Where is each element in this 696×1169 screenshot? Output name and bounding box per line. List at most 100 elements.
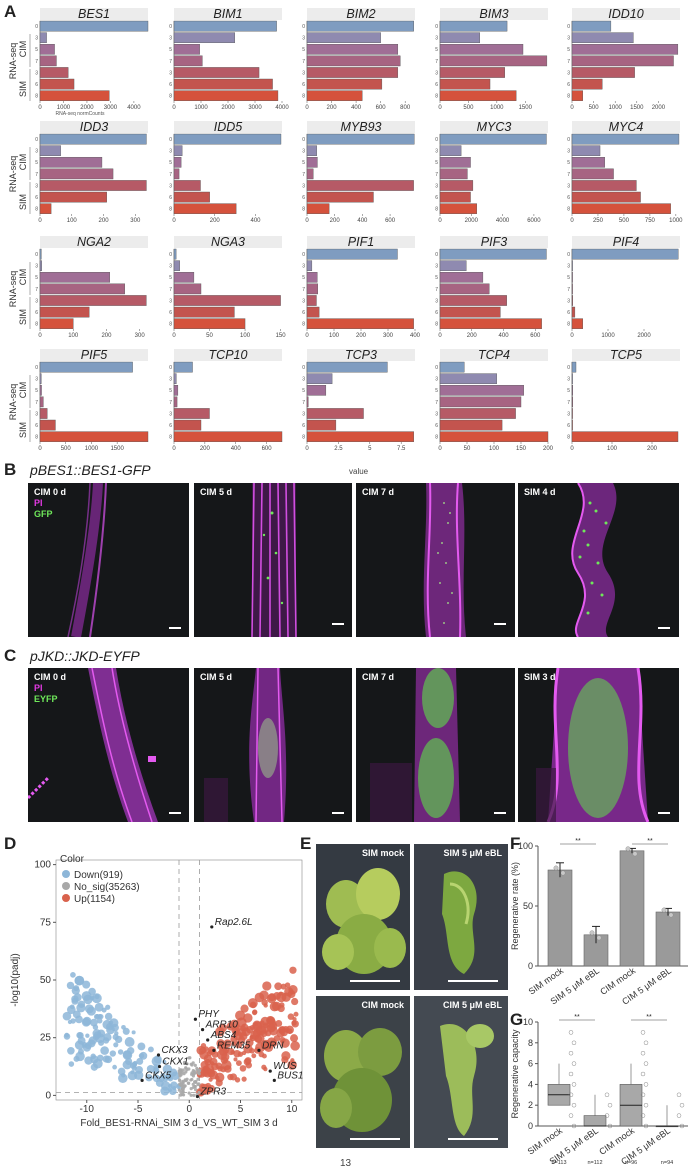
- panel-a-cat-PIF3-4: 3: [435, 298, 438, 304]
- volcano-point-up: [251, 1053, 257, 1059]
- panel-a-cat-BIM3-4: 3: [435, 70, 438, 76]
- panel-g-n-3: n=94: [661, 1160, 673, 1166]
- panel-g-point-3-1: [676, 1113, 682, 1118]
- volcano-gene-label-ZPR3: ZPR3: [199, 1087, 226, 1098]
- volcano-point-down: [121, 1024, 126, 1030]
- panel-a-bar-IDD3-1: [39, 145, 61, 157]
- panel-a-tick-PIF1-100: 100: [329, 333, 340, 339]
- panel-a-bar-TCP5-0: [571, 361, 577, 373]
- panel-g-ytick-4: 4: [528, 1079, 533, 1089]
- panel-g-point-2-3: [640, 1092, 646, 1098]
- page-number: 13: [340, 1158, 352, 1169]
- panel-a-cat-NGA2-0: 0: [35, 252, 38, 258]
- panel-a-cat-TCP4-5: 6: [435, 423, 438, 429]
- micrograph-c-2-label: CIM 5 d: [200, 672, 233, 682]
- volcano-xtick--10: -10: [80, 1104, 95, 1115]
- volcano-point-up: [274, 982, 283, 991]
- volcano-point-down: [84, 1056, 93, 1065]
- panel-a-bar-IDD10-5: [571, 78, 603, 90]
- panel-a-tick-IDD10-1500: 1500: [630, 105, 644, 111]
- micrograph-b-4: SIM 4 d: [518, 483, 679, 637]
- volcano-point-down: [117, 1049, 124, 1055]
- panel-a-bar-MYB93-6: [306, 203, 330, 215]
- panel-a-bar-MYC3-1: [439, 145, 462, 157]
- volcano-point-down: [122, 1060, 132, 1070]
- volcano-point-down: [93, 1058, 103, 1069]
- panel-g-point-2-6: [643, 1061, 649, 1066]
- panel-d-label: D: [4, 834, 17, 853]
- panel-a-tick-IDD3-300: 300: [130, 218, 141, 224]
- micrograph-b-3: CIM 7 d: [356, 483, 515, 637]
- panel-a-bar-BIM3-6: [439, 90, 517, 101]
- volcano-point-up: [269, 1001, 280, 1012]
- volcano-point-down: [172, 1086, 177, 1091]
- panel-a-bar-IDD10-4: [571, 67, 635, 78]
- micrograph-c-2: CIM 5 d: [194, 668, 352, 822]
- panel-a-tick-BES1-0: 0: [38, 105, 42, 111]
- panel-a-bar-TCP4-0: [439, 361, 465, 373]
- volcano-gene-label-WUS: WUS: [273, 1061, 297, 1072]
- panel-a-tick-PIF3-200: 200: [467, 333, 478, 339]
- panel-a-bar-IDD3-3: [39, 168, 114, 180]
- volcano-point-up: [264, 1042, 274, 1052]
- volcano-point-up: [232, 1029, 240, 1037]
- panel-a-title-TCP3: TCP3: [345, 348, 377, 362]
- panel-g-point-1-0: [607, 1123, 613, 1129]
- volcano-point-down: [102, 1037, 110, 1044]
- panel-a-cat-IDD3-5: 6: [35, 195, 38, 201]
- volcano-point-nosig: [189, 1087, 193, 1091]
- panel-a-tick-PIF4-2000: 2000: [637, 333, 651, 339]
- volcano-point-nosig: [189, 1062, 193, 1066]
- volcano-point-down: [104, 1055, 113, 1064]
- panel-f-bar-3: [655, 911, 681, 967]
- volcano-point-down: [77, 1036, 86, 1045]
- panel-a-tick-PIF1-0: 0: [305, 333, 309, 339]
- panel-g-label: G: [510, 1010, 524, 1029]
- panel-a-cat-IDD10-2: 5: [567, 47, 570, 53]
- panel-a-tick-IDD5-0: 0: [172, 218, 176, 224]
- panel-g-point-0-9: [568, 1030, 574, 1035]
- panel-g-point-3-2: [679, 1102, 685, 1108]
- panel-f-ytick-50: 50: [523, 901, 533, 911]
- panel-a-tick-TCP5-200: 200: [647, 446, 658, 452]
- volcano-point-up: [258, 1051, 265, 1058]
- panel-g-point-2-8: [643, 1040, 649, 1046]
- panel-f-dot2-2: [632, 851, 638, 857]
- panel-a-tick-PIF1-300: 300: [383, 333, 394, 339]
- volcano-point-nosig: [189, 1093, 193, 1097]
- panel-a-bar-NGA3-6: [173, 318, 246, 330]
- panel-a-row-1-sim: SIM: [18, 81, 28, 97]
- panel-a-title-PIF5: PIF5: [81, 348, 107, 362]
- volcano-point-nosig: [179, 1068, 183, 1072]
- panel-a-bar-NGA3-5: [173, 306, 235, 318]
- panel-g-point-0-4: [571, 1082, 577, 1087]
- panel-g-point-0-7: [568, 1050, 574, 1056]
- panel-a-cat-BIM1-3: 7: [169, 59, 172, 65]
- photo-e-2-label: SIM 5 μM eBL: [443, 848, 502, 858]
- panel-a-bar-PIF5-2: [39, 385, 42, 396]
- panel-a-strip-BIM3: [440, 8, 548, 20]
- volcano-point-down: [87, 1039, 96, 1048]
- panel-a-tick-TCP5-0: 0: [570, 446, 574, 452]
- volcano-point-up: [287, 1013, 295, 1020]
- volcano-gene-label-REM35: REM35: [217, 1040, 251, 1051]
- panel-a-bar-BIM1-4: [173, 67, 260, 78]
- panel-a-tick-MYC3-2000: 2000: [465, 218, 479, 224]
- panel-a-bar-PIF5-4: [39, 408, 48, 419]
- panel-a-bar-PIF4-1: [571, 260, 573, 272]
- panel-a-cat-TCP3-0: 0: [302, 365, 305, 371]
- panel-a-bar-TCP5-3: [571, 396, 573, 408]
- panel-a-bar-BES1-5: [39, 78, 75, 90]
- panel-a-title-MYC3: MYC3: [477, 120, 512, 134]
- panel-a-value-label: value: [349, 467, 369, 476]
- volcano-point-up: [208, 1070, 219, 1080]
- volcano-point-up: [264, 1029, 272, 1037]
- panel-a-cat-MYC3-2: 5: [435, 160, 438, 166]
- micrograph-c-1-label: CIM 0 d: [34, 672, 67, 682]
- volcano-point-nosig: [178, 1072, 182, 1077]
- volcano-point-down: [75, 1015, 83, 1024]
- panel-a-bar-TCP3-5: [306, 419, 337, 431]
